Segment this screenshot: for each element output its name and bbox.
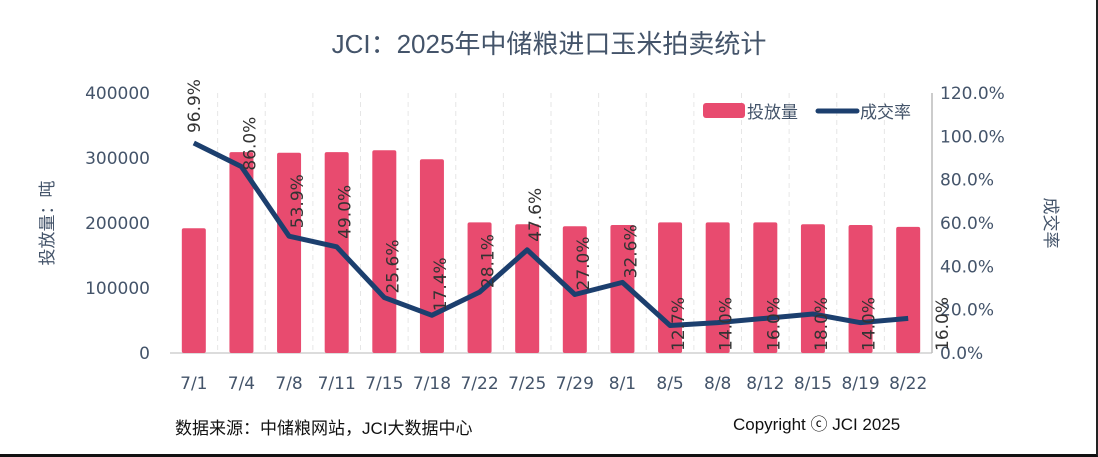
legend-label: 投放量 (747, 103, 798, 123)
data-label: 16.0% (933, 297, 953, 351)
y2-tick-label: 120.0% (940, 84, 1005, 104)
x-tick-label: 7/1 (180, 374, 207, 394)
legend-swatch-bar (703, 103, 745, 118)
bar-7/8 (277, 152, 302, 353)
data-label: 17.4% (431, 257, 451, 311)
data-source: 数据来源：中储粮网站，JCI大数据中心 (175, 419, 473, 438)
y-tick-label: 0 (139, 344, 150, 364)
line-series-成交率 (192, 140, 909, 328)
x-tick-label: 7/18 (413, 374, 451, 394)
data-label: 28.1% (479, 234, 499, 288)
data-label: 53.9% (288, 174, 308, 228)
data-label: 12.7% (669, 297, 689, 351)
y2-tick-label: 40.0% (940, 257, 994, 277)
y-tick-label: 300000 (85, 149, 150, 169)
x-tick-label: 7/15 (365, 374, 403, 394)
data-label: 32.6% (621, 224, 641, 278)
data-label: 27.0% (574, 236, 594, 290)
x-tick-label: 7/25 (508, 374, 546, 394)
data-label: 18.0% (812, 297, 832, 351)
y-tick-label: 400000 (85, 84, 150, 104)
x-tick-label: 8/19 (841, 374, 879, 394)
bar-7/22 (467, 222, 492, 353)
data-label: 16.0% (764, 297, 784, 351)
bar-7/11 (324, 152, 349, 353)
y2-tick-label: 0.0% (940, 344, 983, 364)
x-tick-label: 8/12 (746, 374, 784, 394)
bar-7/29 (562, 226, 587, 353)
copyright: Copyright ⓒ JCI 2025 (733, 415, 901, 434)
legend-label: 成交率 (860, 103, 911, 123)
x-tick-label: 8/1 (609, 374, 636, 394)
y2-tick-label: 80.0% (940, 171, 994, 191)
bar-7/4 (229, 152, 254, 353)
bar-7/25 (515, 224, 540, 353)
chart-title: JCI：2025年中储粮进口玉米拍卖统计 (331, 29, 767, 59)
x-tick-label: 8/5 (656, 374, 683, 394)
x-tick-label: 7/22 (460, 374, 498, 394)
bar-8/1 (610, 224, 635, 353)
data-label: 49.0% (336, 185, 356, 239)
x-tick-label: 7/11 (318, 374, 356, 394)
bar-8/22 (896, 226, 921, 353)
y2-tick-label: 20.0% (940, 301, 994, 321)
data-label: 96.9% (185, 79, 205, 133)
y2-tick-label: 100.0% (940, 127, 1005, 147)
x-tick-label: 8/8 (704, 374, 731, 394)
data-label: 47.6% (526, 188, 546, 242)
y2-tick-label: 60.0% (940, 214, 994, 234)
bar-8/15 (800, 224, 825, 353)
x-tick-label: 8/22 (889, 374, 927, 394)
data-label: 25.6% (383, 240, 403, 294)
y-tick-label: 100000 (85, 279, 150, 299)
x-tick-label: 8/15 (794, 374, 832, 394)
data-label: 14.0% (717, 297, 737, 351)
x-tick-label: 7/8 (275, 374, 302, 394)
y2-axis-title: 成交率 (1040, 198, 1060, 249)
y-axis-title: 投放量：吨 (38, 181, 58, 266)
bar-7/18 (419, 159, 444, 353)
data-label: 14.0% (860, 297, 880, 351)
data-label: 86.0% (240, 117, 260, 171)
y-tick-label: 200000 (85, 214, 150, 234)
x-tick-label: 7/4 (228, 374, 255, 394)
x-tick-label: 7/29 (556, 374, 594, 394)
bar-7/1 (181, 228, 206, 353)
